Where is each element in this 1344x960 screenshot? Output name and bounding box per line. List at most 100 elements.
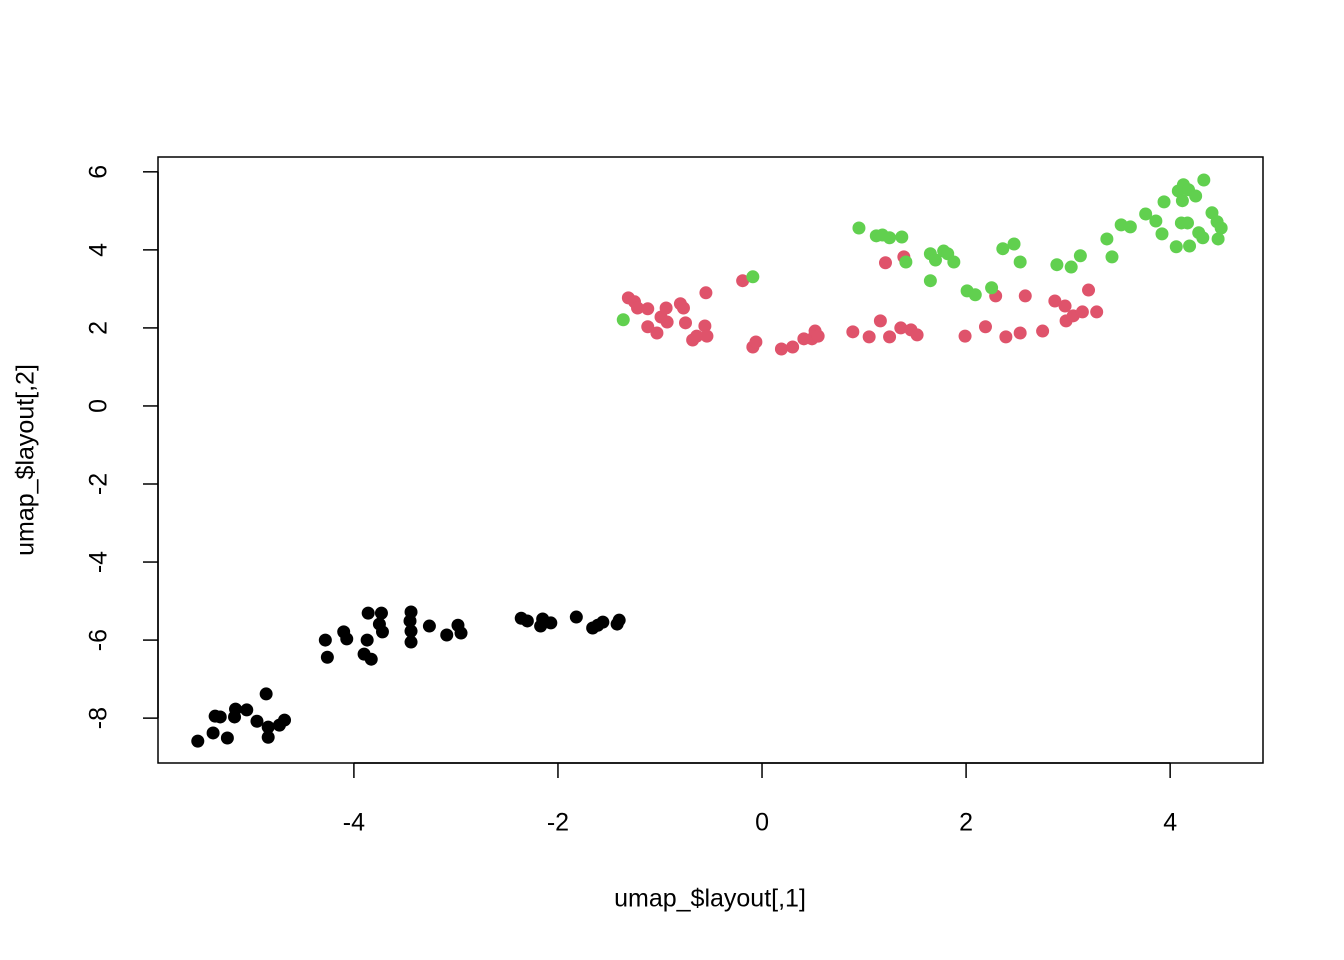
point [894,321,908,335]
point [862,330,876,344]
point [631,301,645,315]
point [749,335,763,349]
point [985,281,999,295]
point [698,319,712,333]
point [240,703,254,717]
point [1139,207,1153,221]
point [852,221,866,235]
point [746,270,760,284]
point [996,242,1010,256]
point [375,625,389,639]
point [811,329,825,343]
point [1183,239,1197,253]
point [1197,173,1211,187]
point [660,315,674,329]
point [1100,232,1114,246]
point [278,713,292,727]
point [690,329,704,343]
point [1075,305,1089,319]
point [1007,237,1021,251]
y-tick-label: 6 [85,165,113,179]
point [873,314,887,328]
point [340,632,354,646]
x-tick-label: 2 [959,809,973,837]
point [440,628,454,642]
point [1013,255,1027,269]
point [1018,289,1032,303]
point [700,329,714,343]
point [1211,232,1225,246]
point [374,606,388,620]
point [1048,294,1062,308]
point [213,710,227,724]
point [947,255,961,269]
point [650,326,664,340]
point [968,288,982,302]
point [454,626,468,640]
point [1082,283,1096,297]
point [883,330,897,344]
point [899,255,913,269]
point [928,253,942,267]
point [1036,324,1050,338]
point [1073,249,1087,263]
point [883,231,897,245]
x-tick-label: 4 [1163,809,1177,837]
point [520,614,534,628]
point [403,614,417,628]
point [1214,221,1228,235]
point [318,633,332,647]
point [1123,220,1137,234]
point [878,256,892,270]
point [1058,299,1072,313]
point [320,650,334,664]
point [206,726,220,740]
y-tick-label: 4 [85,243,113,257]
x-tick-label: 0 [755,809,769,837]
y-tick-label: -4 [85,551,113,573]
point [1149,214,1163,228]
x-axis-label: umap_$layout[,1] [614,885,806,913]
point [229,702,243,716]
point [774,342,788,356]
point [736,274,750,288]
point [699,286,713,300]
point [1105,250,1119,264]
point [569,610,583,624]
point [1169,240,1183,254]
point [1050,258,1064,272]
point [261,730,275,744]
point [958,329,972,343]
point [641,320,655,334]
point [679,316,693,330]
point [250,714,264,728]
point [404,635,418,649]
y-tick-label: 0 [85,399,113,413]
point [978,320,992,334]
point [422,619,436,633]
point [544,616,558,630]
point [910,328,924,342]
point [220,731,234,745]
point [999,330,1013,344]
point [1180,216,1194,230]
point [361,606,375,620]
point [191,734,205,748]
point [1090,305,1104,319]
x-tick-label: -4 [343,809,365,837]
point [596,615,610,629]
point [786,340,800,354]
point [616,313,630,327]
point [1157,195,1171,209]
plot-frame [157,156,1264,764]
point [1064,260,1078,274]
y-tick-label: 2 [85,321,113,335]
point [360,633,374,647]
point [404,624,418,638]
point [1175,194,1189,208]
point [364,652,378,666]
point [923,274,937,288]
y-tick-label: -6 [85,629,113,651]
